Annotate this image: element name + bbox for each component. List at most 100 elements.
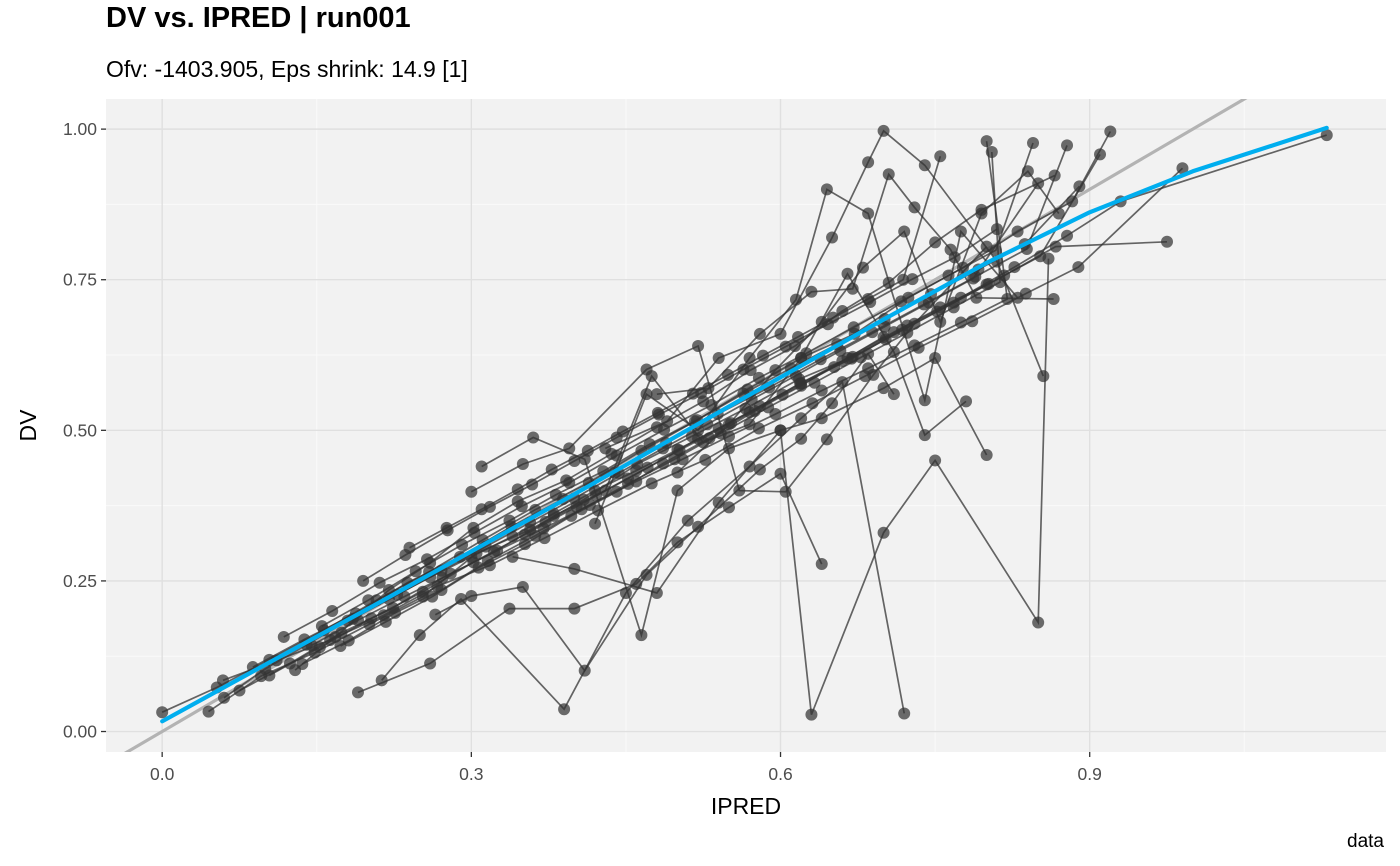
- data-point: [563, 476, 576, 489]
- data-point: [752, 422, 765, 435]
- data-point: [1048, 169, 1061, 182]
- data-point: [967, 272, 980, 285]
- data-point: [753, 327, 766, 340]
- data-point: [774, 467, 787, 480]
- data-point: [774, 327, 787, 340]
- data-point: [326, 605, 339, 618]
- data-point: [697, 436, 710, 449]
- data-point: [568, 562, 581, 575]
- data-point: [722, 418, 735, 431]
- data-point: [1073, 180, 1086, 193]
- data-point: [887, 346, 900, 359]
- data-point: [444, 567, 457, 580]
- data-point: [565, 509, 578, 522]
- data-point: [792, 330, 805, 343]
- smooth-line-layer: [160, 125, 1329, 724]
- data-point: [906, 273, 919, 286]
- data-point: [1094, 148, 1107, 161]
- data-point: [929, 454, 942, 467]
- data-point: [640, 388, 653, 401]
- data-point: [518, 538, 531, 551]
- data-point: [815, 558, 828, 571]
- data-point: [599, 484, 612, 497]
- data-point: [826, 231, 839, 244]
- data-point: [465, 589, 478, 602]
- series-line: [512, 258, 1050, 716]
- data-point: [547, 509, 560, 522]
- data-point: [599, 442, 612, 455]
- data-point: [409, 565, 422, 578]
- data-point: [506, 550, 519, 563]
- data-point: [468, 526, 481, 539]
- series-line: [676, 170, 1060, 474]
- data-point: [357, 574, 370, 587]
- data-point: [202, 705, 215, 718]
- data-point: [429, 608, 442, 621]
- data-point: [779, 340, 792, 353]
- data-point: [827, 311, 840, 324]
- data-point: [277, 630, 290, 643]
- y-tick-label: 0.50: [63, 420, 97, 440]
- data-point: [362, 594, 375, 607]
- data-point: [897, 273, 910, 286]
- data-series: [671, 165, 1065, 479]
- data-point: [908, 317, 921, 330]
- data-point: [657, 457, 670, 470]
- data-point: [671, 443, 684, 456]
- data-point: [836, 355, 849, 368]
- data-point: [589, 517, 602, 530]
- data-point: [815, 384, 828, 397]
- data-point: [1061, 229, 1074, 242]
- data-point: [645, 477, 658, 490]
- data-point: [815, 412, 828, 425]
- data-point: [503, 514, 516, 527]
- data-point: [847, 321, 860, 334]
- grid-lines: [106, 99, 1386, 752]
- data-point: [549, 488, 562, 501]
- data-point: [351, 686, 364, 699]
- data-point: [671, 536, 684, 549]
- data-point: [769, 364, 782, 377]
- data-point: [515, 500, 528, 513]
- x-tick-label: 0.3: [459, 764, 483, 784]
- data-point: [882, 168, 895, 181]
- data-point: [610, 485, 623, 498]
- data-point: [456, 538, 469, 551]
- data-point: [980, 135, 993, 148]
- data-point: [841, 267, 854, 280]
- data-point: [944, 243, 957, 256]
- data-point: [820, 433, 833, 446]
- data-point: [895, 295, 908, 308]
- y-tick-label: 1.00: [63, 119, 97, 139]
- data-point: [635, 629, 648, 642]
- data-point: [877, 526, 890, 539]
- data-point: [918, 159, 931, 172]
- data-point: [898, 225, 911, 238]
- data-point: [373, 576, 386, 589]
- data-point: [296, 658, 309, 671]
- data-point: [1160, 235, 1173, 248]
- data-point: [643, 438, 656, 451]
- data-point: [934, 315, 947, 328]
- x-axis: 0.0 0.3 0.6 0.9: [150, 752, 1102, 784]
- data-point: [947, 301, 960, 314]
- data-point: [862, 292, 875, 305]
- data-point: [491, 544, 504, 557]
- data-point: [692, 339, 705, 352]
- data-point: [990, 223, 1003, 236]
- data-series-layer: [156, 124, 1333, 721]
- data-point: [645, 370, 658, 383]
- data-point: [1061, 139, 1074, 152]
- y-tick-label: 0.75: [63, 270, 97, 290]
- data-point: [315, 620, 328, 633]
- data-point: [563, 442, 576, 455]
- data-point: [795, 412, 808, 425]
- data-point: [862, 347, 875, 360]
- data-point: [379, 615, 392, 628]
- data-point: [795, 352, 808, 365]
- data-point: [538, 532, 551, 545]
- data-point: [699, 453, 712, 466]
- data-point: [650, 586, 663, 599]
- data-point: [929, 236, 942, 249]
